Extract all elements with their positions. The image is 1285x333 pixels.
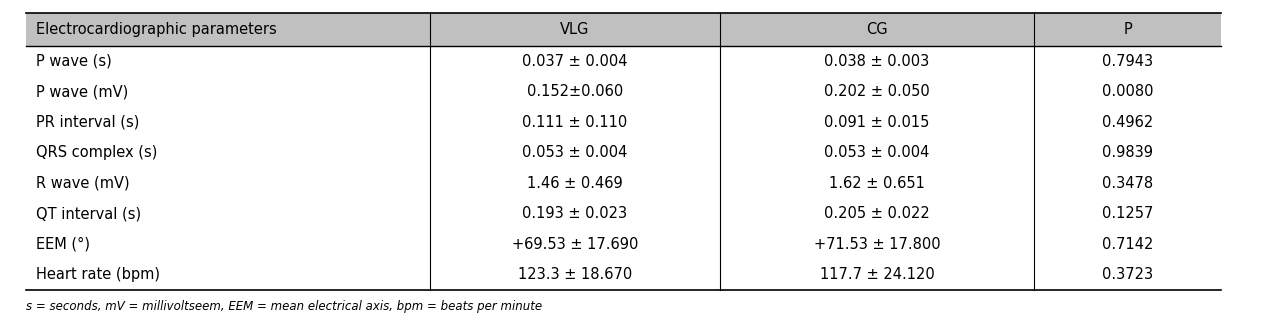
Text: 1.46 ± 0.469: 1.46 ± 0.469	[527, 175, 623, 190]
Text: 0.038 ± 0.003: 0.038 ± 0.003	[825, 54, 929, 69]
Text: 0.091 ± 0.015: 0.091 ± 0.015	[824, 115, 930, 130]
Text: 0.053 ± 0.004: 0.053 ± 0.004	[522, 145, 628, 160]
Text: 0.152±0.060: 0.152±0.060	[527, 84, 623, 99]
Text: 0.3723: 0.3723	[1103, 267, 1153, 282]
Text: 0.0080: 0.0080	[1101, 84, 1154, 99]
Bar	[26, 13, 1221, 46]
Bar	[26, 198, 1221, 229]
Text: 0.193 ± 0.023: 0.193 ± 0.023	[523, 206, 627, 221]
Text: 0.7943: 0.7943	[1103, 54, 1153, 69]
Text: P wave (s): P wave (s)	[36, 54, 112, 69]
Text: QRS complex (s): QRS complex (s)	[36, 145, 157, 160]
Text: 0.3478: 0.3478	[1103, 175, 1153, 190]
Text: 0.202 ± 0.050: 0.202 ± 0.050	[824, 84, 930, 99]
Text: VLG: VLG	[560, 22, 590, 37]
Text: 123.3 ± 18.670: 123.3 ± 18.670	[518, 267, 632, 282]
Text: P: P	[1123, 22, 1132, 37]
Bar	[26, 46, 1221, 76]
Text: Electrocardiographic parameters: Electrocardiographic parameters	[36, 22, 276, 37]
Text: 1.62 ± 0.651: 1.62 ± 0.651	[829, 175, 925, 190]
Text: P wave (mV): P wave (mV)	[36, 84, 128, 99]
Text: 0.7142: 0.7142	[1103, 236, 1153, 251]
Text: 0.037 ± 0.004: 0.037 ± 0.004	[522, 54, 628, 69]
Text: +71.53 ± 17.800: +71.53 ± 17.800	[813, 236, 941, 251]
Text: CG: CG	[866, 22, 888, 37]
Bar	[26, 259, 1221, 290]
Bar	[26, 76, 1221, 107]
Text: 0.205 ± 0.022: 0.205 ± 0.022	[824, 206, 930, 221]
Bar	[26, 168, 1221, 198]
Text: +69.53 ± 17.690: +69.53 ± 17.690	[511, 236, 639, 251]
Bar	[26, 229, 1221, 259]
Text: PR interval (s): PR interval (s)	[36, 115, 139, 130]
Text: 0.111 ± 0.110: 0.111 ± 0.110	[523, 115, 627, 130]
Text: s = seconds, mV = millivoltseem, EEM = mean electrical axis, bpm = beats per min: s = seconds, mV = millivoltseem, EEM = m…	[26, 300, 542, 313]
Text: EEM (°): EEM (°)	[36, 236, 90, 251]
Bar	[26, 137, 1221, 168]
Text: QT interval (s): QT interval (s)	[36, 206, 141, 221]
Text: Heart rate (bpm): Heart rate (bpm)	[36, 267, 159, 282]
Text: 0.4962: 0.4962	[1103, 115, 1153, 130]
Bar	[26, 107, 1221, 137]
Text: 0.053 ± 0.004: 0.053 ± 0.004	[824, 145, 930, 160]
Text: R wave (mV): R wave (mV)	[36, 175, 130, 190]
Text: 0.1257: 0.1257	[1103, 206, 1153, 221]
Text: 0.9839: 0.9839	[1103, 145, 1153, 160]
Text: 117.7 ± 24.120: 117.7 ± 24.120	[820, 267, 934, 282]
